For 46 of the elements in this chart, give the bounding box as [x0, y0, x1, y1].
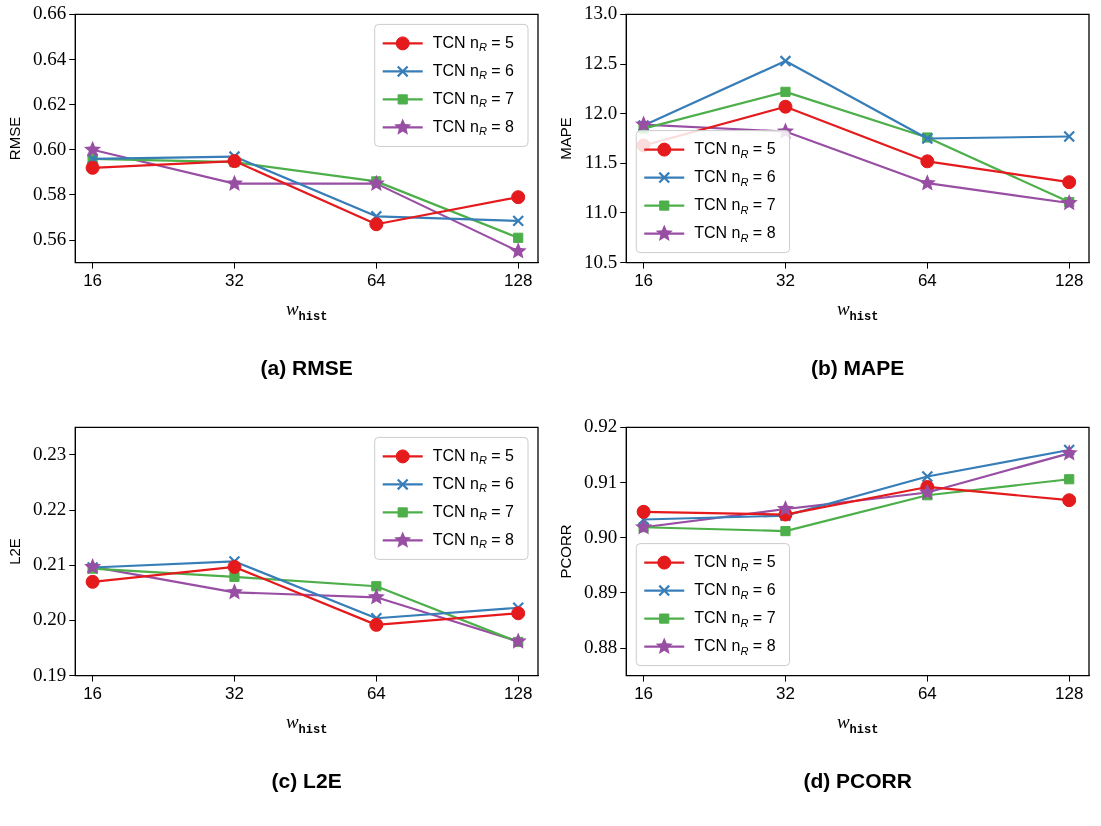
y-tick-label: 0.58 [33, 182, 67, 204]
y-tick-label: 12.5 [584, 52, 618, 74]
y-axis-title: RMSE [6, 116, 23, 161]
x-tick-label: 32 [225, 271, 244, 291]
y-tick-label: 0.62 [33, 92, 67, 114]
y-tick-label: 0.23 [33, 442, 67, 464]
y-axis-title: MAPE [557, 117, 574, 160]
x-tick-label: 64 [917, 271, 937, 291]
y-tick-label: 0.19 [33, 663, 67, 685]
y-tick-label: 0.91 [584, 470, 618, 492]
y-tick-label: 0.66 [33, 2, 67, 24]
y-tick-label: 0.21 [33, 553, 67, 575]
y-tick-label: 10.5 [584, 250, 618, 272]
y-tick-label: 11.0 [584, 200, 618, 222]
x-tick-label: 128 [1055, 684, 1084, 704]
text: (c) L2E [271, 768, 342, 792]
x-tick-label: 128 [504, 684, 533, 704]
y-tick-label: 0.90 [584, 525, 618, 547]
x-tick-label: 32 [776, 684, 795, 704]
y-tick-label: 13.0 [584, 2, 618, 24]
x-tick-label: 64 [917, 684, 937, 704]
x-tick-label: 16 [634, 684, 654, 704]
x-tick-label: 16 [83, 684, 103, 704]
x-tick-label: 64 [366, 684, 386, 704]
text: (b) MAPE [810, 355, 905, 379]
y-tick-label: 0.92 [584, 415, 618, 437]
x-tick-label: 64 [366, 271, 386, 291]
y-tick-label: 0.88 [584, 636, 618, 658]
y-tick-label: 0.20 [33, 608, 67, 630]
x-tick-label: 32 [225, 684, 244, 704]
text: (d) PCORR [803, 768, 912, 792]
x-tick-label: 16 [634, 271, 654, 291]
x-tick-label: 128 [504, 271, 533, 291]
x-tick-label: 16 [83, 271, 103, 291]
y-tick-label: 12.0 [584, 101, 618, 123]
y-tick-label: 0.22 [33, 498, 67, 520]
y-tick-label: 11.5 [584, 151, 618, 173]
x-tick-label: 128 [1055, 271, 1084, 291]
y-tick-label: 0.64 [33, 47, 67, 69]
text: (a) RMSE [260, 355, 353, 379]
y-tick-label: 0.89 [584, 580, 618, 602]
y-tick-label: 0.56 [33, 228, 67, 250]
y-axis-title: L2E [6, 538, 23, 565]
x-tick-label: 32 [776, 271, 795, 291]
y-axis-title: PCORR [557, 524, 574, 579]
y-tick-label: 0.60 [33, 137, 67, 159]
